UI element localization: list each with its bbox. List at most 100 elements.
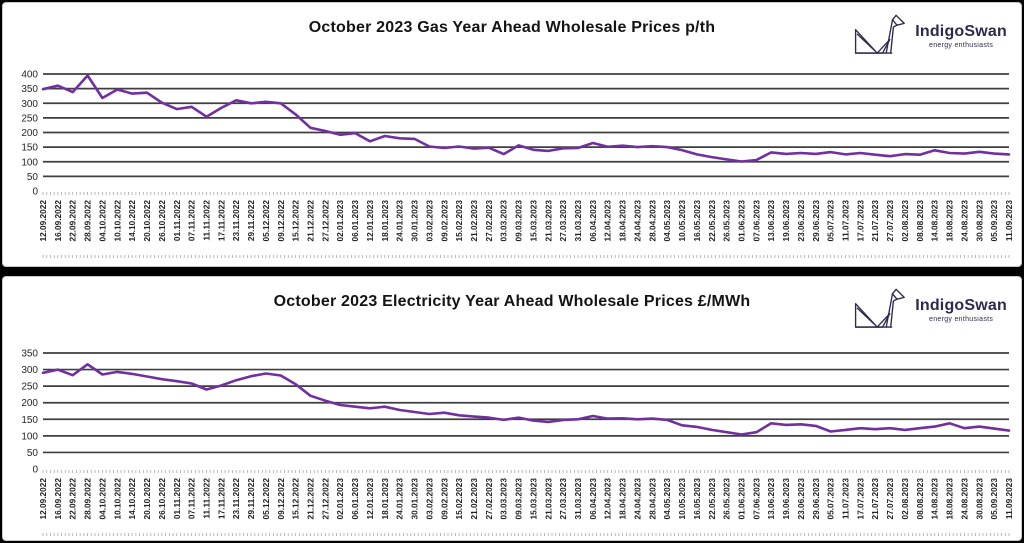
svg-text:23.06.2023: 23.06.2023 [796, 478, 806, 520]
svg-text:09.02.2023: 09.02.2023 [439, 200, 449, 242]
svg-text:11.09.2023: 11.09.2023 [1004, 478, 1014, 519]
svg-text:150: 150 [21, 143, 38, 154]
svg-text:28.09.2022: 28.09.2022 [83, 200, 93, 242]
svg-text:18.01.2023: 18.01.2023 [380, 200, 390, 242]
svg-text:07.11.2022: 07.11.2022 [187, 478, 197, 519]
svg-text:400: 400 [21, 70, 38, 81]
svg-text:15.02.2023: 15.02.2023 [454, 200, 464, 242]
svg-text:07.11.2022: 07.11.2022 [187, 200, 197, 241]
svg-text:0: 0 [32, 187, 38, 198]
svg-text:03.03.2023: 03.03.2023 [499, 200, 509, 242]
svg-text:02.01.2023: 02.01.2023 [335, 200, 345, 242]
svg-text:16.09.2022: 16.09.2022 [53, 200, 63, 242]
svg-text:10.10.2022: 10.10.2022 [112, 200, 122, 242]
svg-text:21.03.2023: 21.03.2023 [543, 200, 553, 242]
svg-text:12.04.2023: 12.04.2023 [603, 478, 613, 520]
svg-text:21.12.2022: 21.12.2022 [306, 478, 316, 520]
svg-text:09.03.2023: 09.03.2023 [514, 200, 524, 242]
svg-text:11.11.2022: 11.11.2022 [201, 478, 211, 519]
origami-swan-icon [855, 14, 906, 54]
svg-text:21.12.2022: 21.12.2022 [306, 200, 316, 242]
svg-text:04.05.2023: 04.05.2023 [662, 478, 672, 520]
svg-text:27.12.2022: 27.12.2022 [320, 200, 330, 242]
svg-text:23.06.2023: 23.06.2023 [796, 200, 806, 242]
gas-chart-panel: 400 350 300 250 200 150 100 50 0 12.09.2022 16.09.… [2, 2, 1022, 267]
svg-text:15.02.2023: 15.02.2023 [454, 478, 464, 520]
svg-text:18.04.2023: 18.04.2023 [618, 200, 628, 242]
svg-text:05.12.2022: 05.12.2022 [261, 478, 271, 520]
svg-text:300: 300 [21, 99, 38, 110]
svg-text:100: 100 [21, 157, 38, 168]
origami-swan-icon [855, 288, 906, 328]
svg-text:29.11.2022: 29.11.2022 [246, 478, 256, 519]
svg-text:11.07.2023: 11.07.2023 [841, 200, 851, 241]
svg-text:300: 300 [21, 365, 38, 376]
brand-tagline: energy enthusiasts [929, 316, 994, 323]
svg-text:24.04.2023: 24.04.2023 [632, 200, 642, 242]
svg-text:22.05.2023: 22.05.2023 [707, 200, 717, 242]
svg-text:26.10.2022: 26.10.2022 [157, 200, 167, 242]
svg-text:350: 350 [21, 84, 38, 95]
svg-text:350: 350 [21, 349, 38, 360]
svg-text:09.02.2023: 09.02.2023 [439, 478, 449, 520]
svg-text:27.07.2023: 27.07.2023 [885, 200, 895, 242]
svg-text:24.04.2023: 24.04.2023 [632, 478, 642, 520]
svg-text:21.07.2023: 21.07.2023 [870, 200, 880, 242]
svg-text:12.09.2022: 12.09.2022 [38, 478, 48, 520]
svg-text:20.10.2022: 20.10.2022 [142, 200, 152, 242]
svg-text:21.02.2023: 21.02.2023 [469, 200, 479, 242]
svg-text:27.02.2023: 27.02.2023 [484, 478, 494, 520]
svg-text:22.09.2022: 22.09.2022 [68, 478, 78, 520]
svg-text:0: 0 [32, 465, 38, 476]
svg-text:12.04.2023: 12.04.2023 [603, 200, 613, 242]
svg-text:27.02.2023: 27.02.2023 [484, 200, 494, 242]
svg-text:17.11.2022: 17.11.2022 [216, 200, 226, 241]
svg-text:27.03.2023: 27.03.2023 [558, 200, 568, 242]
svg-text:06.04.2023: 06.04.2023 [588, 478, 598, 520]
chart-title-gas: October 2023 Gas Year Ahead Wholesale Pr… [308, 19, 716, 36]
electricity-chart-panel: 350 300 250 200 150 100 50 0 12.09.2022 16.09.202… [2, 276, 1022, 541]
svg-text:11.11.2022: 11.11.2022 [201, 200, 211, 241]
svg-text:16.09.2022: 16.09.2022 [53, 478, 63, 520]
svg-text:09.12.2022: 09.12.2022 [276, 200, 286, 242]
svg-text:04.10.2022: 04.10.2022 [97, 200, 107, 242]
svg-text:10.05.2023: 10.05.2023 [677, 200, 687, 242]
svg-text:27.03.2023: 27.03.2023 [558, 478, 568, 520]
svg-text:30.08.2023: 30.08.2023 [974, 200, 984, 242]
svg-text:150: 150 [21, 415, 38, 426]
svg-text:05.07.2023: 05.07.2023 [826, 200, 836, 242]
svg-text:01.11.2022: 01.11.2022 [172, 478, 182, 519]
chart-title-electricity: October 2023 Electricity Year Ahead Whol… [273, 293, 751, 310]
svg-text:26.05.2023: 26.05.2023 [722, 200, 732, 242]
svg-text:30.01.2023: 30.01.2023 [410, 200, 420, 242]
svg-text:17.11.2022: 17.11.2022 [216, 478, 226, 519]
svg-text:24.01.2023: 24.01.2023 [395, 478, 405, 520]
svg-text:26.10.2022: 26.10.2022 [157, 478, 167, 520]
svg-text:12.09.2022: 12.09.2022 [38, 200, 48, 242]
svg-text:14.10.2022: 14.10.2022 [127, 200, 137, 242]
svg-text:29.06.2023: 29.06.2023 [811, 478, 821, 520]
svg-text:28.09.2022: 28.09.2022 [83, 478, 93, 520]
svg-text:24.08.2023: 24.08.2023 [959, 478, 969, 520]
svg-text:17.07.2023: 17.07.2023 [855, 478, 865, 520]
svg-text:21.07.2023: 21.07.2023 [870, 478, 880, 520]
svg-text:100: 100 [21, 431, 38, 442]
svg-text:14.08.2023: 14.08.2023 [930, 200, 940, 242]
svg-text:02.08.2023: 02.08.2023 [900, 200, 910, 242]
brand-text: IndigoSwan energy enthusiasts [915, 23, 1007, 49]
svg-text:21.03.2023: 21.03.2023 [543, 478, 553, 520]
svg-text:10.05.2023: 10.05.2023 [677, 478, 687, 520]
svg-text:03.03.2023: 03.03.2023 [499, 478, 509, 520]
svg-text:31.03.2023: 31.03.2023 [573, 478, 583, 520]
svg-text:24.01.2023: 24.01.2023 [395, 200, 405, 242]
svg-text:22.09.2022: 22.09.2022 [68, 200, 78, 242]
indigoswan-logo: IndigoSwan energy enthusiasts [852, 285, 1007, 335]
brand-tagline: energy enthusiasts [929, 42, 994, 49]
svg-text:250: 250 [21, 113, 38, 124]
gas-price-line-chart: 400 350 300 250 200 150 100 50 012.09.2022 16.09.… [21, 70, 1014, 258]
svg-text:16.05.2023: 16.05.2023 [692, 478, 702, 520]
svg-text:12.01.2023: 12.01.2023 [365, 200, 375, 242]
svg-text:07.06.2023: 07.06.2023 [751, 478, 761, 520]
svg-text:50: 50 [27, 448, 39, 459]
svg-text:18.08.2023: 18.08.2023 [945, 478, 955, 520]
